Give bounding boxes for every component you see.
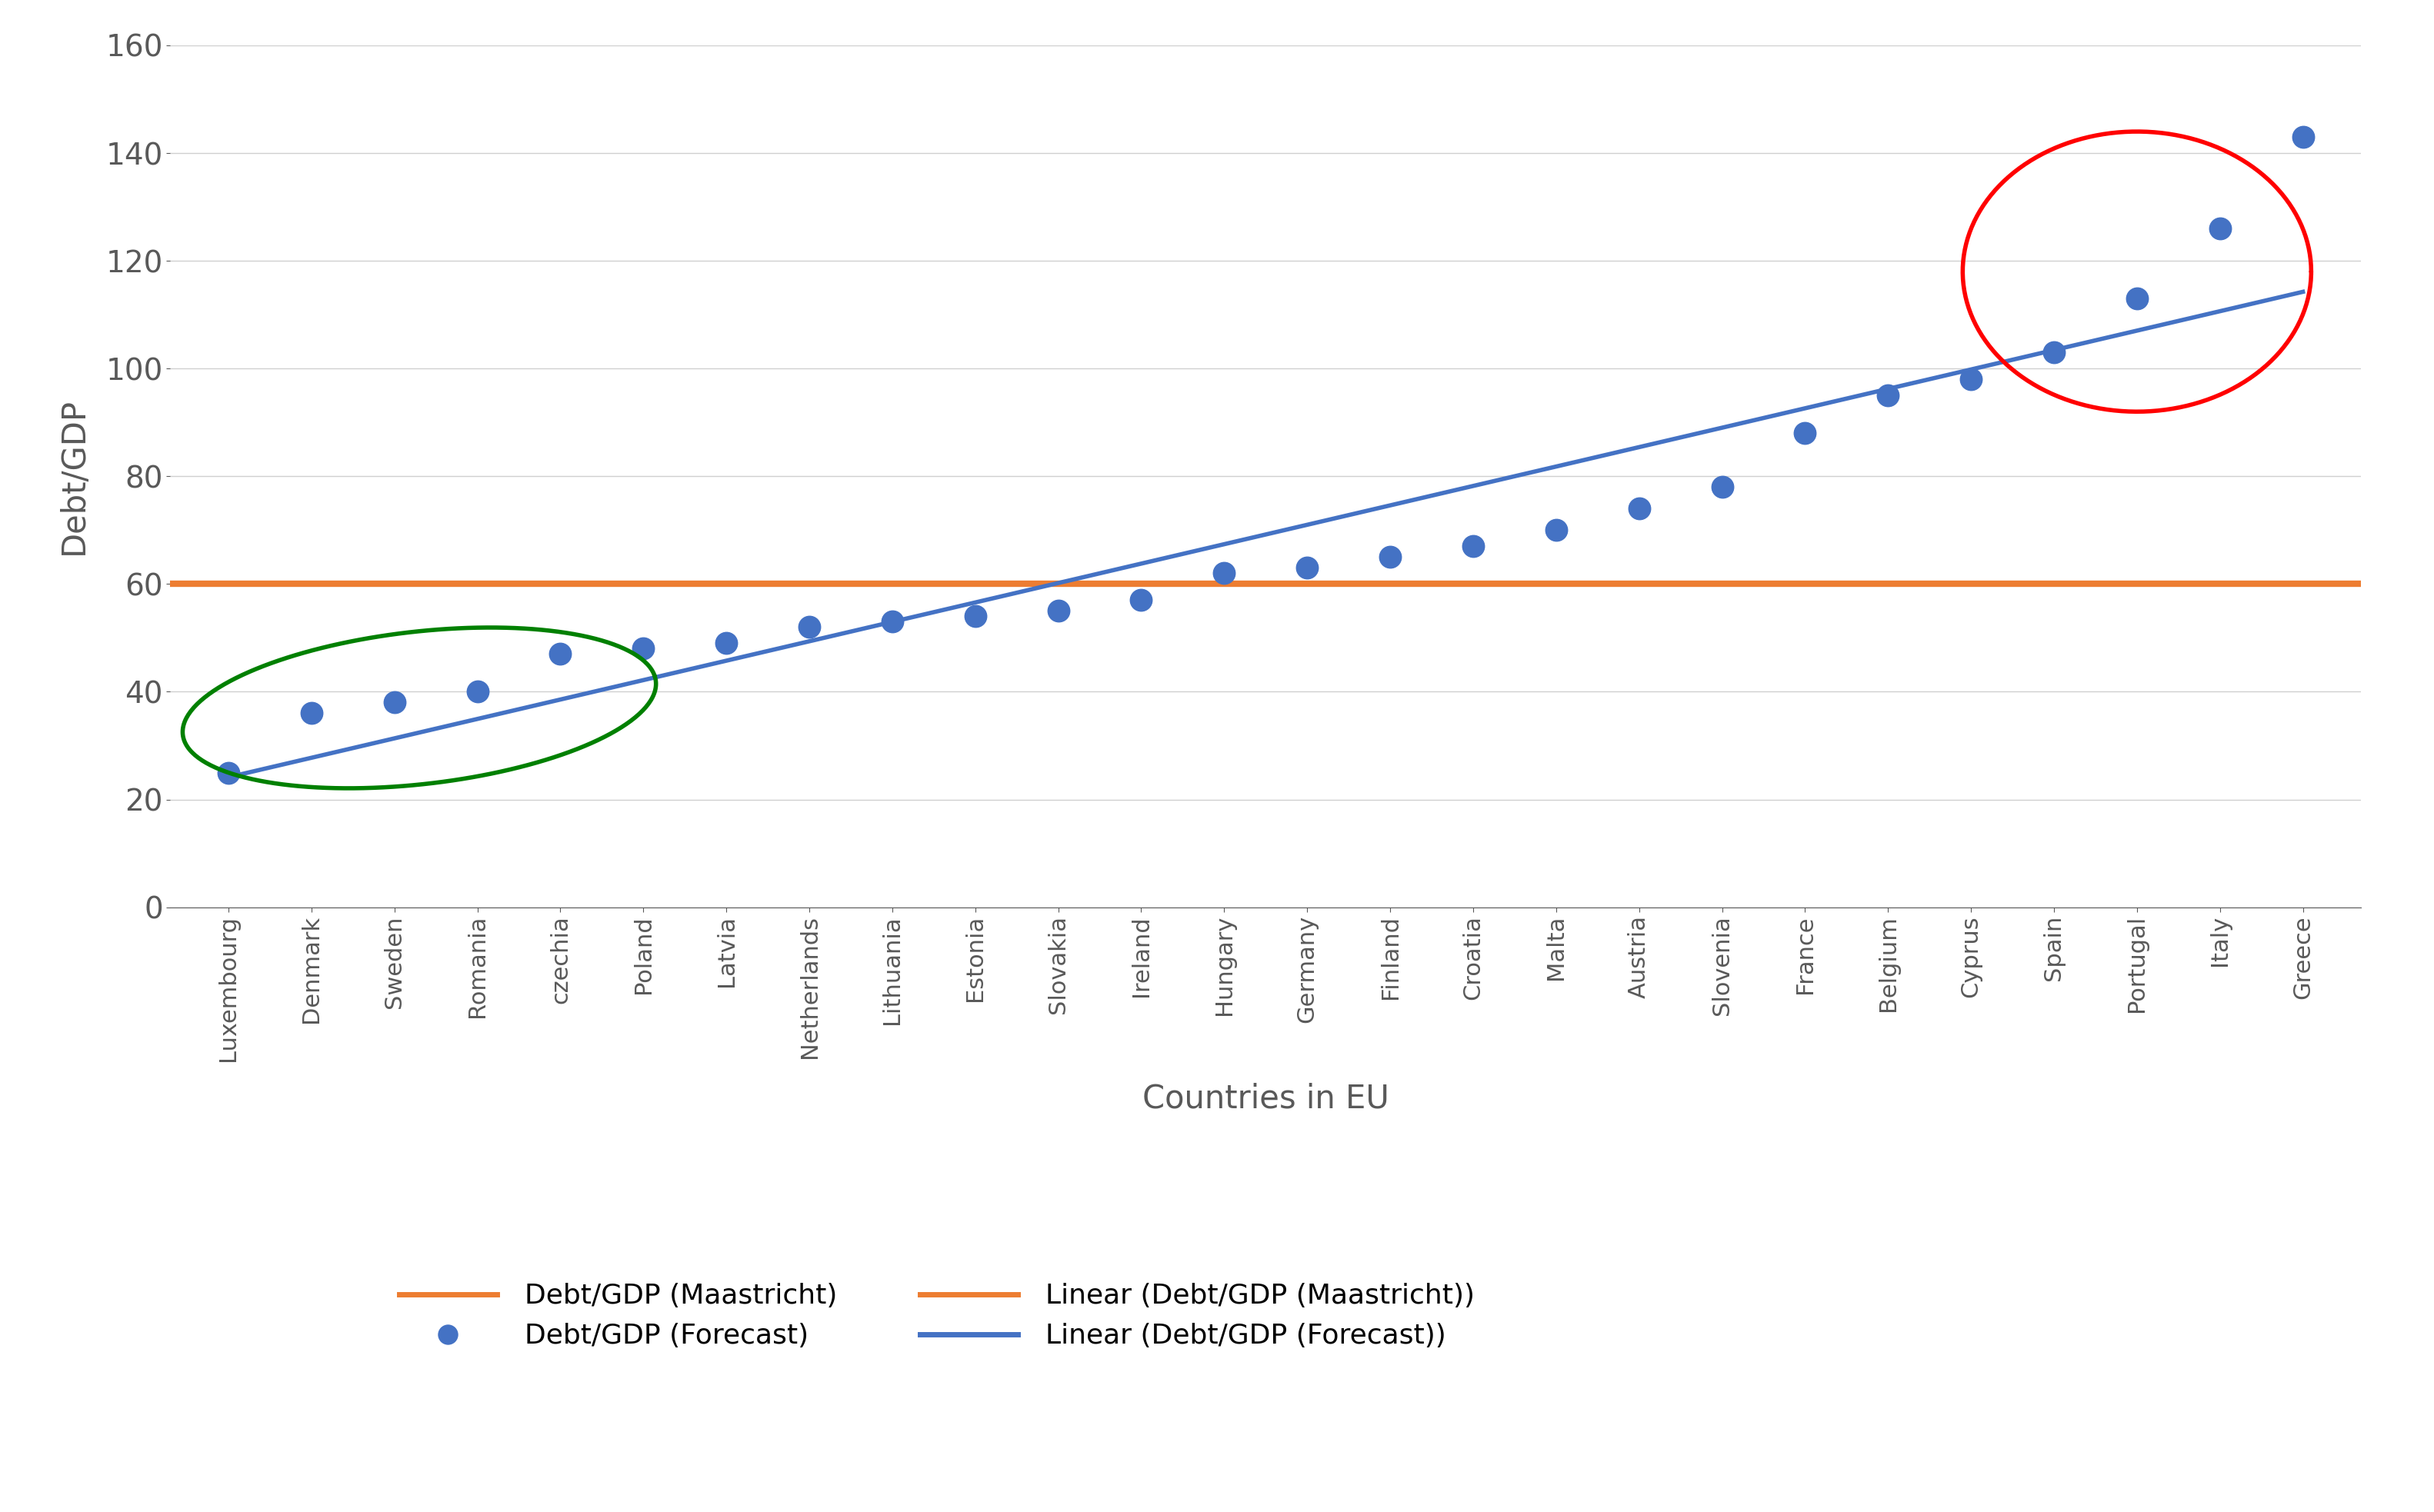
Legend: Debt/GDP (Maastricht), Debt/GDP (Forecast), Linear (Debt/GDP (Maastricht)), Line: Debt/GDP (Maastricht), Debt/GDP (Forecas… [399,1284,1475,1349]
Point [1536,519,1575,543]
Point [1787,420,1826,445]
Point [623,637,662,661]
Point [1869,384,1908,408]
Point [1288,556,1327,581]
Point [1952,367,1991,392]
Point [209,761,248,785]
Point [789,615,828,640]
Point [292,702,331,726]
Point [1122,588,1161,612]
Point [2283,125,2322,150]
Point [458,680,497,705]
Point [1453,534,1492,558]
Point [2118,286,2157,310]
Point [706,631,745,655]
Point [1039,599,1078,623]
Point [1619,496,1658,520]
Point [957,605,996,629]
Point [1704,475,1743,499]
Y-axis label: Debt/GDP: Debt/GDP [58,398,90,555]
Point [375,691,414,715]
Point [874,609,913,634]
Point [2200,216,2239,240]
X-axis label: Countries in EU: Countries in EU [1142,1083,1390,1114]
Point [2035,340,2074,364]
Point [1205,561,1244,585]
Point [540,643,579,667]
Point [1370,544,1409,569]
